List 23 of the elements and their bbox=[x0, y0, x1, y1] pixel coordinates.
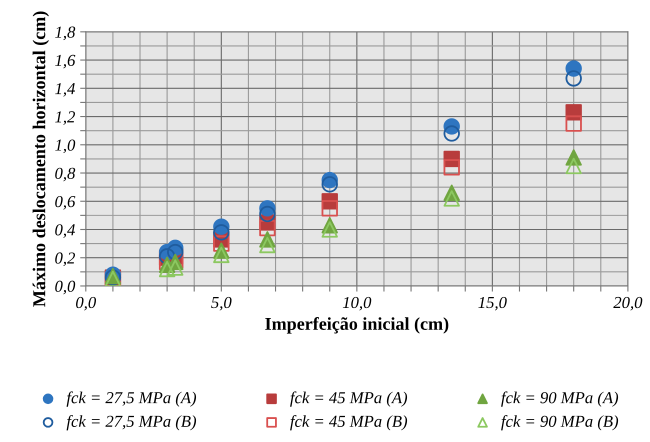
x-tick-label: 5,0 bbox=[211, 296, 232, 311]
legend-label: fck = 90 MPa (A) bbox=[501, 391, 618, 407]
legend-label: fck = 90 MPa (B) bbox=[501, 415, 618, 430]
legend-label: fck = 45 MPa (A) bbox=[290, 391, 408, 407]
y-tick-label: 1,0 bbox=[55, 139, 76, 154]
y-tick-label: 1,8 bbox=[55, 26, 76, 40]
y-tick-label: 0,0 bbox=[55, 280, 76, 294]
y-tick-label: 1,2 bbox=[55, 111, 76, 125]
y-tick-label: 1,4 bbox=[55, 83, 76, 97]
legend-label: fck = 27,5 MPa (B) bbox=[66, 415, 196, 430]
x-tick-label: 15,0 bbox=[478, 296, 507, 311]
x-tick-label: 20,0 bbox=[613, 296, 642, 311]
legend-label: fck = 27,5 MPa (A) bbox=[66, 391, 196, 407]
y-tick-label: 0,2 bbox=[55, 252, 76, 266]
x-tick-label: 10,0 bbox=[342, 296, 372, 311]
y-axis-title: Máximo deslocamento horizontal (cm) bbox=[32, 12, 49, 307]
y-tick-label: 0,6 bbox=[55, 196, 76, 210]
y-tick-label: 1,6 bbox=[55, 54, 76, 68]
y-tick-label: 0,8 bbox=[55, 168, 76, 182]
x-tick-label: 0,0 bbox=[76, 296, 96, 311]
x-axis-title: Imperfeição inicial (cm) bbox=[265, 317, 448, 334]
y-tick-label: 0,4 bbox=[55, 224, 76, 238]
legend-label: fck = 45 MPa (B) bbox=[290, 415, 408, 430]
